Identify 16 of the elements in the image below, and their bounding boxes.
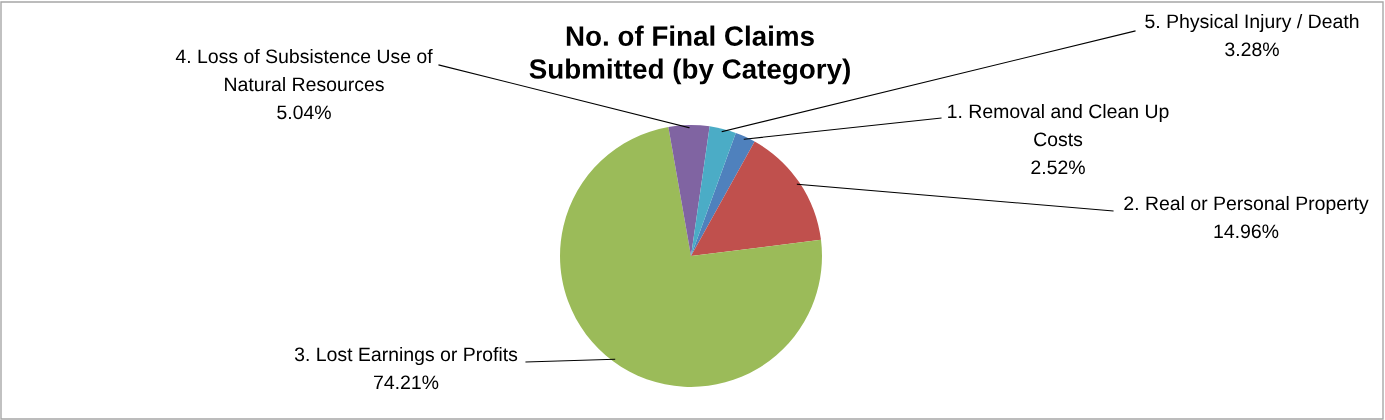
slice-label: 1. Removal and Clean Up Costs [948, 103, 1169, 147]
slice-label: 5. Physical Injury / Death [1145, 13, 1359, 33]
slice-label: 3. Lost Earnings or Profits [294, 346, 518, 366]
pie-slice [668, 125, 710, 256]
text: No. of Final Claims Submitted (by Category) [529, 25, 850, 85]
data-label: 3.28% [1225, 42, 1279, 57]
pie-slice [560, 126, 822, 387]
data-label: 74.21% [374, 375, 439, 390]
pie-slice [691, 141, 821, 256]
data-label: 14.96% [1214, 224, 1279, 239]
slice-label: 4. Loss of Subsistence Use of Natural Resources [175, 48, 433, 92]
data-label: 5.04% [277, 105, 331, 120]
data-label: 2.52% [1031, 160, 1085, 175]
pie-slice [691, 132, 755, 256]
pie-slice [691, 126, 736, 256]
slice-label: 2. Real or Personal Property [1124, 195, 1369, 215]
